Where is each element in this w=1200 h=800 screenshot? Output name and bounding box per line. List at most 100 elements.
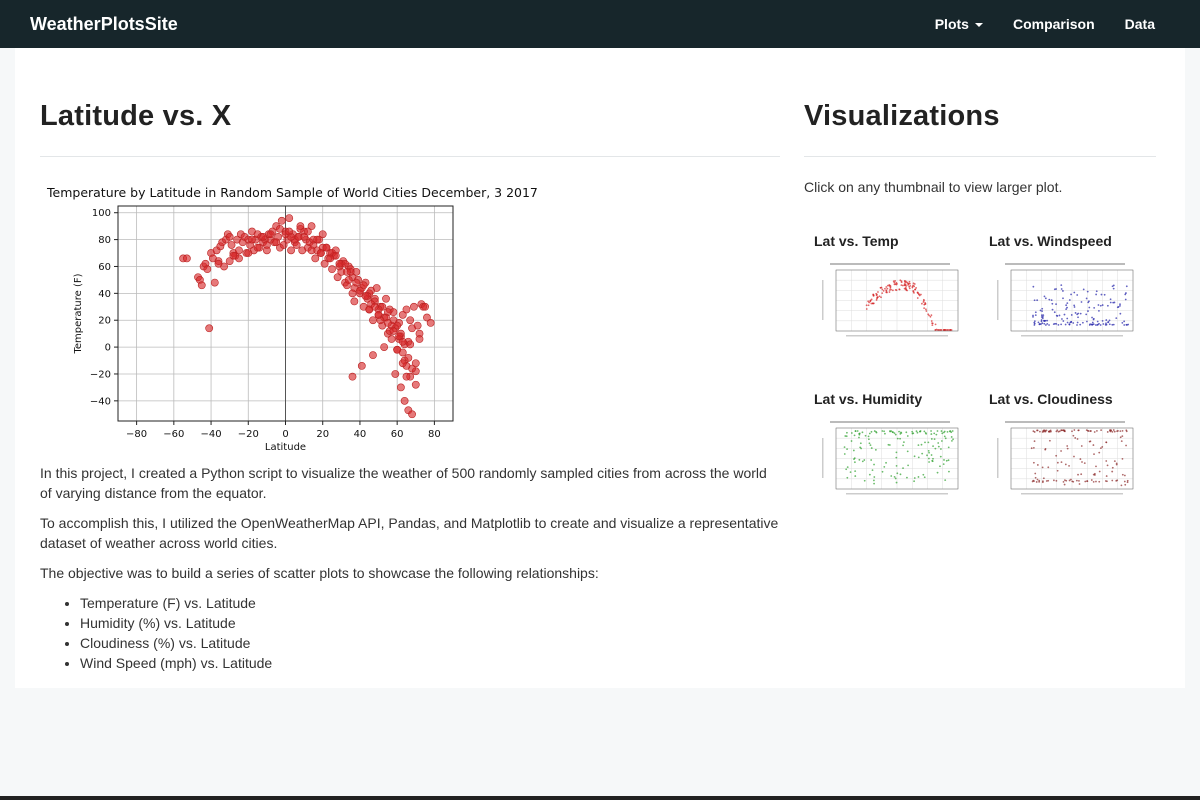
data-point [410, 302, 418, 311]
thumbnail-point [919, 430, 922, 432]
data-point [285, 227, 294, 236]
thumbnail-point [1113, 430, 1116, 433]
thumbnail-humidity[interactable]: Lat vs. Humidity [804, 391, 964, 499]
thumbnail-point [1036, 478, 1039, 481]
thumbnail-point [904, 288, 907, 290]
thumbnail-point [888, 289, 891, 291]
thumbnail-point [867, 438, 870, 441]
thumbnail-label: Lat vs. Windspeed [989, 233, 1112, 249]
thumbnail-point [1094, 324, 1097, 326]
thumbnail-point [870, 447, 873, 449]
thumbnail-point [894, 280, 896, 282]
comparison-link[interactable]: Comparison [1012, 16, 1095, 32]
thumbnail-x-ticks [846, 335, 948, 337]
thumbnail-point [913, 291, 915, 294]
thumbnail-point [853, 461, 856, 464]
thumbnail-point [1040, 316, 1043, 318]
thumbnail-point [884, 432, 886, 435]
thumbnail-point [1123, 474, 1126, 477]
thumbnail-point [1055, 303, 1057, 306]
thumbnail-point [1070, 314, 1073, 316]
thumbnail-point [846, 431, 848, 434]
thumbnail-point [1125, 323, 1128, 326]
thumbnail-point [1111, 479, 1114, 482]
data-point [398, 337, 407, 346]
thumbnail-point [1042, 314, 1045, 317]
thumbnail-point [934, 329, 937, 331]
thumbnail-point [1109, 298, 1112, 301]
plot-title: Temperature by Latitude in Random Sample… [47, 185, 538, 200]
data-point [225, 257, 234, 265]
thumbnail-point [1077, 429, 1080, 432]
thumbnail-background [993, 261, 1138, 341]
list-item: Humidity (%) vs. Latitude [80, 613, 780, 633]
thumbnail-point [1060, 450, 1062, 452]
data-point [357, 362, 366, 370]
thumbnail-point [1042, 477, 1045, 480]
thumbnail-point [1076, 324, 1078, 326]
data-point [348, 289, 357, 298]
thumbnail-point [913, 477, 916, 479]
thumbnail-point [1060, 284, 1063, 287]
divider [40, 156, 780, 157]
thumbnail-point [943, 459, 945, 461]
thumbnail-y-label [997, 280, 999, 320]
thumbnail-image [993, 261, 1138, 341]
brand-link[interactable]: WeatherPlotsSite [30, 13, 178, 34]
thumbnail-point [888, 291, 891, 293]
temperature-plot[interactable]: Temperature by Latitude in Random Sample… [40, 185, 540, 453]
thumbnail-point [1076, 438, 1079, 440]
thumbnail-point [1077, 473, 1079, 476]
thumbnail-point [893, 475, 896, 478]
thumbnail-point [843, 446, 846, 449]
thumbnail-windspeed[interactable]: Lat vs. Windspeed [979, 233, 1139, 341]
thumbnail-point [1043, 322, 1046, 325]
thumbnail-point [853, 434, 856, 437]
thumbnail-point [1041, 307, 1044, 310]
thumbnail-point [854, 470, 857, 473]
thumbnail-point [1119, 305, 1121, 307]
thumbnail-point [893, 281, 896, 284]
thumbnail-cloudiness[interactable]: Lat vs. Cloudiness [979, 391, 1139, 499]
thumbnail-point [1090, 323, 1093, 326]
thumbnail-point [917, 456, 920, 459]
thumbnail-point [923, 476, 926, 479]
list-item: Temperature (F) vs. Latitude [80, 593, 780, 613]
thumbnail-point [1063, 430, 1066, 432]
thumbnail-point [1116, 430, 1119, 433]
thumbnail-point [1046, 319, 1049, 322]
data-point [426, 319, 435, 327]
data-point [244, 249, 253, 257]
thumbnail-point [928, 314, 930, 317]
thumbnail-image [818, 419, 963, 499]
thumbnail-point [1032, 447, 1035, 449]
thumbnail-point [1036, 464, 1039, 466]
thumbnail-point [948, 430, 951, 433]
thumbnail-point [895, 464, 898, 467]
data-point [307, 246, 316, 255]
thumbnail-point [940, 430, 943, 432]
thumbnail-point [933, 432, 936, 435]
navbar: WeatherPlotsSite Plots Comparison Data [0, 0, 1200, 48]
thumbnail-point [1092, 480, 1095, 483]
thumbnail-point [1032, 285, 1035, 288]
data-link[interactable]: Data [1124, 16, 1155, 32]
data-point [396, 383, 405, 392]
data-point [350, 297, 359, 306]
data-point [307, 222, 316, 231]
thumbnail-point [1124, 483, 1127, 486]
thumbnail-point [850, 432, 853, 434]
plots-dropdown[interactable]: Plots [920, 16, 998, 32]
thumbnail-point [900, 431, 902, 434]
thumbnail-point [893, 432, 896, 435]
thumbnail-temp[interactable]: Lat vs. Temp [804, 233, 964, 341]
thumbnail-point [873, 430, 876, 432]
thumbnail-point [1125, 430, 1128, 433]
thumbnail-point [920, 443, 923, 446]
data-point [333, 273, 342, 282]
thumbnail-point [1034, 314, 1037, 317]
thumbnail-point [1108, 323, 1111, 326]
x-tick-label: 80 [428, 429, 441, 440]
thumbnail-point [1121, 322, 1124, 324]
data-point [400, 396, 409, 405]
